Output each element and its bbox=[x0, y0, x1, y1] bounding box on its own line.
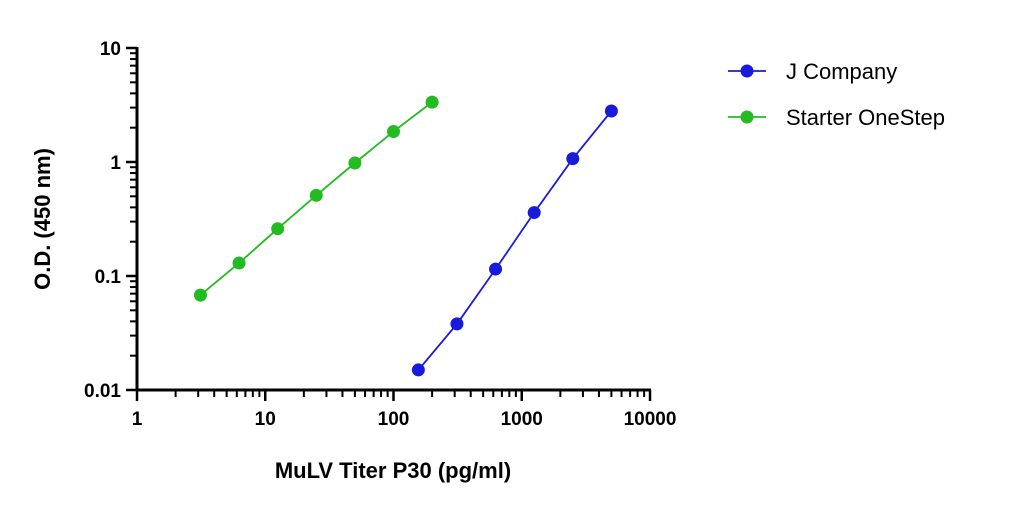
legend-label: J Company bbox=[786, 59, 897, 84]
x-tick-label: 100 bbox=[378, 409, 410, 430]
data-point bbox=[232, 256, 246, 270]
legend-label: Starter OneStep bbox=[786, 105, 945, 130]
data-point bbox=[387, 125, 400, 139]
x-axis: 1 10 100 1000 10000 bbox=[132, 388, 677, 430]
data-point bbox=[348, 156, 362, 170]
data-point bbox=[309, 188, 323, 202]
data-point bbox=[193, 288, 207, 302]
y-axis-title: O.D. (450 nm) bbox=[30, 148, 55, 290]
y-tick-label: 0.01 bbox=[84, 381, 121, 402]
legend-item: J Company bbox=[728, 59, 897, 84]
data-point bbox=[411, 363, 425, 377]
y-axis: 0.01 0.1 1 10 bbox=[84, 39, 139, 402]
x-tick-label: 10000 bbox=[624, 409, 677, 430]
data-point bbox=[527, 206, 541, 220]
y-tick-label: 10 bbox=[100, 39, 121, 60]
series-1 bbox=[193, 95, 439, 302]
x-tick-label: 1 bbox=[132, 409, 143, 430]
legend: J Company Starter OneStep bbox=[728, 59, 945, 130]
x-tick-label: 10 bbox=[255, 409, 276, 430]
plot-area bbox=[193, 95, 618, 377]
series-0 bbox=[411, 104, 618, 377]
data-point bbox=[566, 152, 580, 166]
y-tick-label: 1 bbox=[110, 153, 121, 174]
y-tick-label: 0.1 bbox=[95, 267, 122, 288]
legend-item: Starter OneStep bbox=[728, 105, 945, 130]
data-point bbox=[271, 222, 285, 236]
data-point bbox=[450, 317, 464, 331]
data-point bbox=[425, 95, 439, 109]
legend-marker bbox=[740, 110, 754, 124]
x-tick-label: 1000 bbox=[501, 409, 543, 430]
legend-marker bbox=[740, 64, 754, 78]
x-axis-title: MuLV Titer P30 (pg/ml) bbox=[275, 458, 511, 483]
data-point bbox=[489, 262, 503, 276]
series-line bbox=[417, 110, 613, 371]
data-point bbox=[604, 104, 618, 118]
